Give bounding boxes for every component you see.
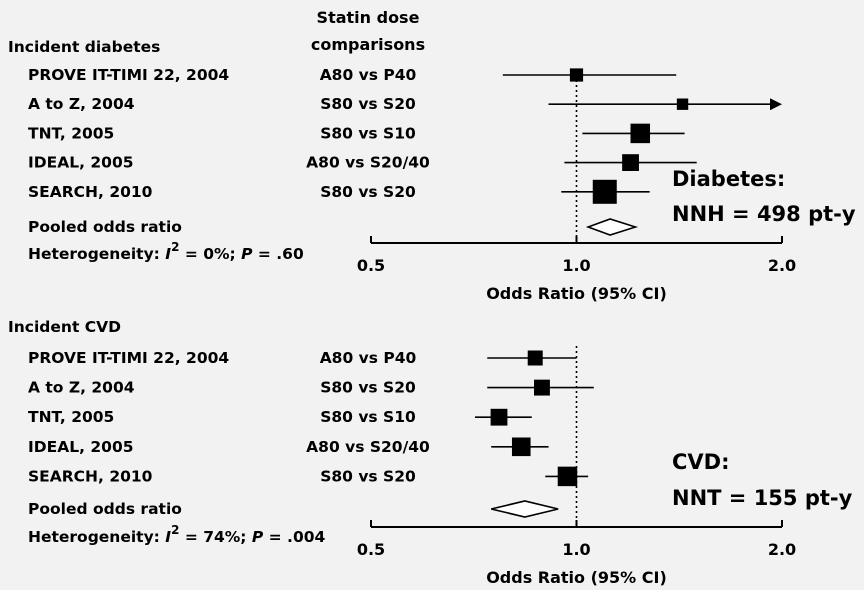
heterogeneity-prefix: Heterogeneity: [28,528,165,546]
diabetes-forest-panel: Incident diabetes PROVE IT-TIMI 22, 2004 A… [8,38,856,303]
pooled-diamond [491,500,559,518]
summary-title: Diabetes: [672,167,785,191]
study-name: PROVE IT-TIMI 22, 2004 [28,66,229,84]
heterogeneity-p-symbol: P [241,245,253,263]
or-marker [557,466,578,487]
section-label: Incident diabetes [8,38,160,56]
study-name: TNT, 2005 [28,124,114,142]
heterogeneity-i-symbol: I [165,245,171,263]
heterogeneity-sup: 2 [171,240,179,254]
or-marker [534,379,550,396]
study-comparison: S80 vs S10 [320,124,416,142]
study-name: SEARCH, 2010 [28,183,153,201]
heterogeneity-prefix: Heterogeneity: [28,245,165,263]
x-tick-label: 1.0 [562,540,590,559]
study-name: IDEAL, 2005 [28,154,134,172]
pooled-diamond [585,218,639,236]
cvd-forest-panel: Incident CVD PROVE IT-TIMI 22, 2004 A80 vs… [8,318,853,587]
study-name: IDEAL, 2005 [28,438,134,456]
heterogeneity-mid: = 0%; [179,245,241,263]
or-marker [490,408,508,426]
study-name: A to Z, 2004 [28,95,135,113]
or-marker [527,350,543,366]
section-label: Incident CVD [8,318,121,336]
heterogeneity-mid: = 74%; [179,528,251,546]
heterogeneity-sup: 2 [171,523,179,537]
summary-value: NNT = 155 pt-y [672,486,853,510]
or-marker [622,154,639,171]
heterogeneity-i-symbol: I [165,528,171,546]
summary-value: NNH = 498 pt-y [672,202,856,226]
study-comparison: S80 vs S20 [320,183,416,201]
study-name: PROVE IT-TIMI 22, 2004 [28,349,229,367]
x-tick-label: 0.5 [357,256,385,275]
x-axis-label: Odds Ratio (95% CI) [486,284,667,303]
heterogeneity-text: Heterogeneity: I2 = 74%; P = .004 [28,523,326,546]
ci-arrow [770,98,782,111]
x-tick-label: 0.5 [357,540,385,559]
or-marker [511,437,531,457]
x-axis-label: Odds Ratio (95% CI) [486,568,667,586]
study-name: A to Z, 2004 [28,379,135,397]
or-marker [676,98,689,110]
x-tick-label: 2.0 [768,256,796,275]
comparison-header-line1: Statin dose [317,8,420,27]
heterogeneity-suffix: = .60 [253,245,304,263]
study-comparison: S80 vs S10 [320,408,416,426]
study-comparison: A80 vs P40 [320,349,417,367]
study-comparison: A80 vs S20/40 [306,154,430,172]
heterogeneity-suffix: = .004 [263,528,325,546]
study-name: SEARCH, 2010 [28,467,153,485]
comparison-header-line2: comparisons [311,35,425,54]
summary-title: CVD: [672,450,730,474]
heterogeneity-text: Heterogeneity: I2 = 0%; P = .60 [28,240,304,263]
study-comparison: A80 vs P40 [320,66,417,84]
heterogeneity-p-symbol: P [252,528,264,546]
x-tick-label: 1.0 [562,256,590,275]
study-comparison: S80 vs S20 [320,379,416,397]
or-marker [592,179,617,204]
study-comparison: S80 vs S20 [320,467,416,485]
or-marker [569,68,584,82]
pooled-label: Pooled odds ratio [28,218,182,236]
pooled-label: Pooled odds ratio [28,500,182,518]
study-comparison: A80 vs S20/40 [306,438,430,456]
or-marker [630,123,651,144]
x-tick-label: 2.0 [768,540,796,559]
study-name: TNT, 2005 [28,408,114,426]
study-comparison: S80 vs S20 [320,95,416,113]
